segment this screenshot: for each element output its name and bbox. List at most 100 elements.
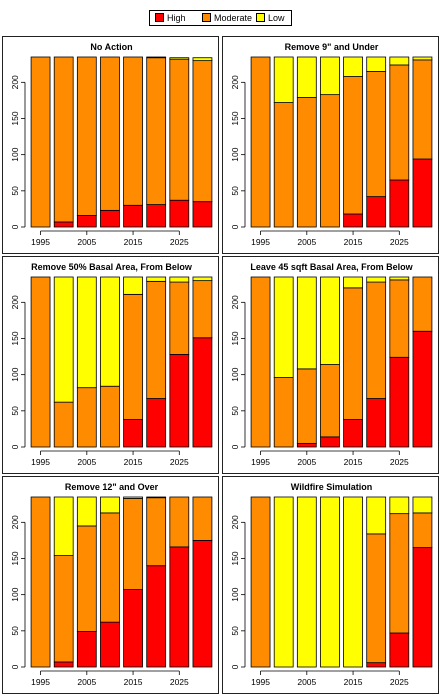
x-tick-label: 1995	[251, 677, 270, 687]
x-tick-label: 2025	[390, 457, 409, 467]
bar-low-2005	[76, 496, 97, 527]
y-tick-label: 200	[10, 75, 20, 89]
bar-low-2015	[343, 56, 363, 77]
bar-moderate-2005	[76, 525, 97, 632]
y-tick-label: 200	[10, 295, 20, 309]
chart-title: Remove 50% Basal Area, From Below	[31, 262, 193, 272]
bar-low-2015	[343, 496, 363, 668]
bar-moderate-1995	[250, 276, 271, 448]
bar-high-2030	[192, 201, 213, 228]
chart-panel-3: Remove 50% Basal Area, From Below 0 50 100 1…	[2, 256, 219, 474]
x-tick-label: 2015	[124, 457, 143, 467]
x-tick-label: 2025	[170, 237, 189, 247]
chart-title: Wildfire Simulation	[291, 482, 372, 492]
legend-swatch-moderate	[202, 13, 211, 22]
bar-moderate-1995	[30, 276, 51, 448]
y-tick-label: 100	[230, 587, 240, 601]
bar-low-2015	[123, 276, 143, 295]
bar-low-2020	[146, 496, 167, 499]
bar-low-2000	[273, 56, 294, 103]
bar-high-2010	[100, 621, 120, 668]
y-tick-label: 100	[230, 147, 240, 161]
x-tick-label: 2005	[77, 237, 96, 247]
chart-title: Leave 45 sqft Basal Area, From Below	[250, 262, 413, 272]
bar-low-2020	[366, 496, 387, 535]
y-tick-label: 150	[10, 551, 20, 565]
bar-moderate-2000	[53, 401, 74, 448]
y-tick-label: 200	[10, 515, 20, 529]
bar-low-2005	[296, 276, 317, 370]
chart-svg: No Action 0 50 100 150 200 1995 2005 2015 2025	[10, 42, 213, 247]
legend-label-high: High	[167, 13, 186, 23]
bar-moderate-1995	[250, 56, 271, 228]
bar-high-2030	[192, 540, 213, 668]
x-tick-label: 1995	[31, 457, 50, 467]
y-tick-label: 150	[230, 111, 240, 125]
bar-high-2020	[366, 662, 387, 668]
y-tick-label: 0	[10, 664, 20, 669]
bar-moderate-2025	[389, 64, 410, 181]
x-tick-label: 2005	[77, 457, 96, 467]
bar-high-2025	[169, 199, 190, 228]
legend-item-high: High	[155, 12, 186, 24]
y-tick-label: 200	[230, 515, 240, 529]
bar-high-2030	[412, 330, 433, 448]
bar-low-2000	[53, 496, 74, 556]
bar-moderate-2000	[273, 377, 294, 448]
bar-low-2000	[273, 276, 294, 378]
x-tick-label: 2015	[124, 677, 143, 687]
bar-low-2025	[169, 57, 190, 60]
bar-moderate-2025	[169, 58, 190, 201]
bar-moderate-2020	[146, 57, 167, 205]
y-tick-label: 100	[10, 147, 20, 161]
x-tick-label: 2025	[390, 677, 409, 687]
y-tick-label: 50	[230, 406, 240, 416]
x-tick-label: 2005	[297, 457, 316, 467]
bar-moderate-2025	[169, 496, 190, 548]
chart-panel-4: Leave 45 sqft Basal Area, From Below 0 50 1…	[222, 256, 439, 474]
bar-low-2020	[366, 56, 387, 72]
bar-low-2025	[169, 276, 190, 283]
bar-high-2025	[169, 354, 190, 448]
bar-high-2005	[76, 215, 97, 228]
bar-moderate-2000	[273, 102, 294, 228]
y-tick-label: 150	[10, 111, 20, 125]
y-tick-label: 150	[10, 331, 20, 345]
bar-high-2005	[296, 442, 317, 448]
x-tick-label: 2025	[170, 457, 189, 467]
y-tick-label: 0	[10, 224, 20, 229]
bar-high-2000	[53, 221, 74, 228]
bar-low-2010	[320, 276, 340, 365]
bar-moderate-2010	[100, 512, 120, 623]
bar-high-2030	[412, 547, 433, 668]
bar-moderate-2030	[412, 276, 433, 332]
x-tick-label: 1995	[251, 237, 270, 247]
x-tick-label: 2015	[344, 677, 363, 687]
chart-title: Remove 9" and Under	[285, 42, 379, 52]
bar-low-2005	[76, 276, 97, 389]
bar-moderate-2030	[192, 280, 213, 339]
bar-high-2000	[53, 661, 74, 668]
bar-low-2020	[146, 56, 167, 59]
bar-moderate-1995	[30, 496, 51, 668]
bar-high-2015	[123, 419, 143, 448]
bar-moderate-2005	[296, 368, 317, 444]
bar-high-2025	[389, 179, 410, 228]
bar-moderate-2010	[320, 94, 340, 228]
chart-svg: Leave 45 sqft Basal Area, From Below 0 50 1…	[230, 262, 433, 467]
bar-high-2025	[389, 356, 410, 448]
bar-moderate-2020	[366, 281, 387, 399]
bar-moderate-2005	[296, 97, 317, 228]
legend-swatch-low	[256, 13, 265, 22]
x-tick-label: 1995	[31, 677, 50, 687]
chart-svg: Remove 12" and Over 0 50 100 150 200 1995 2005 2…	[10, 482, 213, 687]
bar-low-2025	[389, 496, 410, 515]
x-tick-label: 2015	[344, 237, 363, 247]
bar-low-2025	[389, 56, 410, 66]
bar-moderate-2015	[123, 293, 143, 420]
bar-moderate-2005	[76, 387, 97, 448]
bar-low-2030	[412, 496, 433, 514]
y-tick-label: 150	[230, 551, 240, 565]
chart-panel-5: Remove 12" and Over 0 50 100 150 200 1995 2005 2…	[2, 476, 219, 694]
x-tick-label: 2025	[170, 677, 189, 687]
